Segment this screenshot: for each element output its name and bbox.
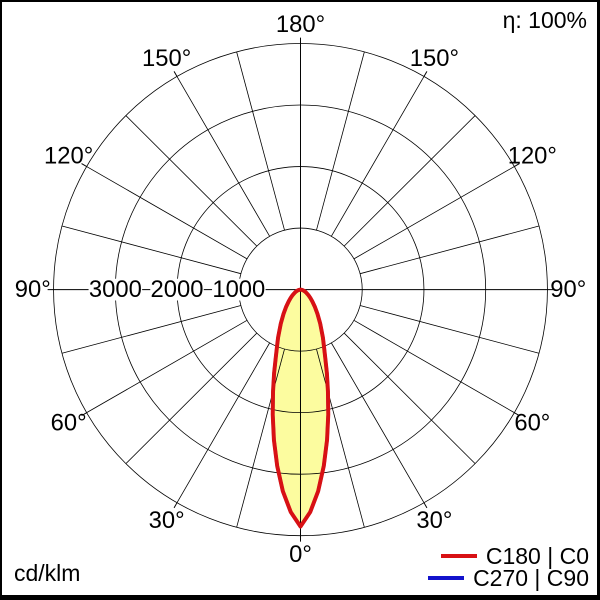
grid-spoke — [176, 76, 270, 237]
polar-grid-layer — [47, 37, 554, 542]
angle-label: 30° — [416, 507, 452, 534]
radial-label-mask — [212, 278, 266, 301]
angle-label: 120° — [44, 143, 93, 170]
angle-label: 60° — [514, 410, 550, 437]
radial-label-mask — [88, 278, 143, 301]
legend-item-c270-c90: C270 | C90 — [428, 564, 589, 591]
grid-rim-tick — [423, 71, 428, 77]
legend-label-c180-c0: C180 | C0 — [485, 542, 589, 569]
grid-spoke — [316, 348, 365, 528]
grid-spoke — [353, 166, 515, 260]
grid-spoke — [61, 225, 241, 275]
grid-spoke — [330, 342, 425, 503]
efficiency-label: η: 100% — [502, 7, 587, 33]
radial-label-mask — [150, 278, 204, 301]
grid-spoke — [176, 342, 270, 503]
angle-label: 0° — [289, 541, 312, 568]
angle-label: 150° — [142, 45, 191, 72]
grid-rim-tick — [81, 163, 87, 167]
grid-rim-tick — [514, 412, 520, 417]
grid-spoke — [343, 332, 476, 464]
legend-item-c180-c0: C180 | C0 — [440, 542, 589, 569]
labels-layer: 3000 2000 1000 0° 30° 30° 60° 60° 90° 90° 120° 120°… — [15, 11, 586, 568]
radial-tick-label: 3000 — [89, 276, 142, 303]
angle-label: 30° — [149, 507, 185, 534]
grid-rim-tick — [173, 71, 178, 77]
grid-rim-tick — [173, 502, 178, 509]
grid-spoke — [359, 305, 540, 354]
grid-spoke — [236, 348, 285, 528]
grid-spoke — [86, 319, 248, 413]
legend-label-c270-c90: C270 | C90 — [473, 564, 589, 591]
unit-label: cd/klm — [14, 560, 81, 586]
grid-rim-tick — [423, 502, 428, 509]
grid-spoke — [343, 115, 476, 247]
angle-label: 180° — [276, 11, 325, 38]
angle-label: 60° — [51, 410, 87, 437]
angle-label: 90° — [550, 276, 586, 303]
legend: C180 | C0 C270 | C90 — [428, 542, 589, 591]
angle-label: 150° — [410, 45, 459, 72]
grid-spoke — [359, 225, 540, 275]
angle-label: 120° — [508, 143, 557, 170]
grid-spoke — [86, 166, 248, 260]
grid-spoke — [125, 332, 258, 464]
grid-spoke — [353, 319, 515, 413]
grid-rim-tick — [514, 163, 520, 167]
grid-spoke — [316, 51, 365, 231]
grid-spoke — [61, 305, 241, 354]
curve-c180-c0 — [270, 287, 331, 529]
grid-spoke — [236, 51, 285, 231]
legend-red-line-icon — [440, 554, 477, 558]
grid-rim-tick — [81, 412, 87, 417]
grid-spoke — [125, 115, 258, 247]
angle-label: 90° — [15, 276, 51, 303]
radial-tick-label: 2000 — [151, 276, 204, 303]
radial-tick-label: 1000 — [212, 276, 265, 303]
legend-blue-line-icon — [428, 576, 465, 580]
grid-spoke — [330, 76, 425, 237]
curves-layer — [270, 287, 331, 529]
